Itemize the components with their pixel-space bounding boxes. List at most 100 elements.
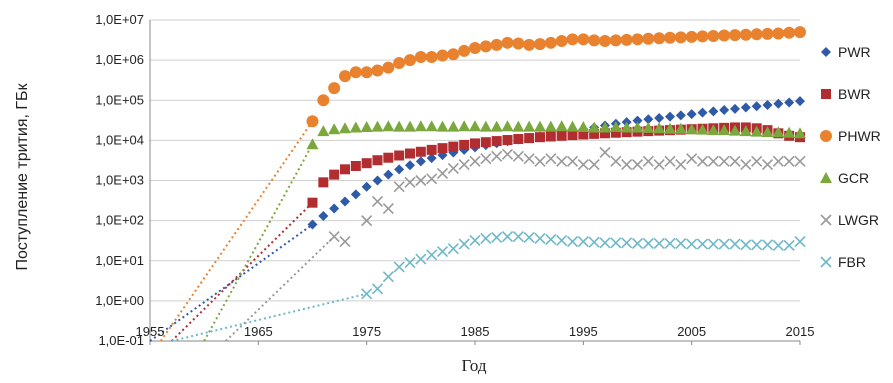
x-tick-label: 1995 (569, 324, 598, 339)
lwgr-point (458, 158, 470, 171)
bwr-point (578, 129, 589, 140)
fbr-point (642, 237, 654, 250)
bwr-point (589, 128, 600, 139)
phwr-point (490, 38, 503, 51)
bwr-legend-label: BWR (838, 86, 871, 102)
fbr-point (361, 288, 373, 300)
bwr-point (340, 164, 350, 175)
gcr-point (653, 122, 666, 134)
gcr-point (339, 122, 351, 134)
phwr-legend-label: PHWR (838, 128, 881, 144)
lwgr-point (426, 173, 438, 185)
fbr-point (458, 238, 470, 250)
lwgr-point (696, 155, 709, 167)
gcr-point (685, 123, 698, 135)
phwr-point (620, 33, 633, 46)
x-tick-label: 1975 (352, 324, 381, 339)
phwr-point (404, 54, 416, 67)
lwgr-point (371, 195, 384, 208)
lwgr-point (675, 158, 687, 171)
lwgr-point (718, 155, 730, 167)
bwr-point (329, 169, 340, 180)
phwr-point (501, 36, 514, 49)
gcr-point (772, 126, 785, 138)
trend-lines (149, 120, 367, 342)
bwr-point (307, 197, 318, 208)
phwr-point (458, 44, 471, 57)
fbr-point (436, 245, 449, 258)
phwr-point (371, 64, 384, 77)
phwr-point (783, 26, 796, 39)
gcr-point (642, 121, 655, 133)
lwgr-point (761, 158, 774, 171)
lwgr-point (686, 153, 698, 165)
lwgr-point (610, 155, 622, 167)
fbr-point (772, 239, 784, 252)
pwr-point (350, 189, 361, 200)
gcr-point (360, 121, 373, 133)
gcr-point (425, 120, 438, 132)
bwr-point (415, 146, 426, 157)
pwr-point (340, 196, 350, 207)
fbr-point (512, 231, 524, 243)
fbr-point (740, 239, 752, 251)
fbr-point (653, 237, 665, 250)
pwr-point (405, 160, 415, 171)
phwr-point (761, 27, 774, 40)
pwr-point (719, 105, 730, 116)
lwgr-point (783, 155, 795, 167)
pwr-point (773, 98, 784, 109)
y-tick-label: 1,0E+05 (95, 92, 144, 107)
bwr-trend-line (170, 201, 314, 342)
phwr-point (523, 38, 536, 51)
pwr-point (784, 97, 795, 108)
phwr-point (382, 61, 395, 74)
pwr-point (730, 103, 740, 114)
bwr-point (502, 135, 513, 146)
phwr-point (772, 27, 785, 40)
y-tick-label: 1,0E+01 (95, 253, 144, 268)
bwr-point (470, 138, 480, 149)
fbr-point (491, 231, 503, 244)
pwr-point (307, 219, 318, 230)
pwr-point (675, 110, 686, 121)
y-tick-label: 1,0E+04 (95, 132, 144, 147)
gcr-point (328, 123, 341, 135)
gcr-point (534, 120, 546, 132)
bwr-point (491, 136, 502, 147)
bwr-point (383, 152, 394, 163)
phwr-point (360, 66, 373, 79)
bwr-point (448, 141, 459, 152)
lwgr-legend-marker (820, 214, 832, 226)
gcr-point (458, 120, 471, 132)
x-tick-label: 1965 (244, 324, 273, 339)
lwgr-point (501, 148, 514, 160)
lwgr-point (361, 215, 373, 227)
lwgr-point (404, 176, 416, 188)
lwgr-point (577, 158, 589, 171)
fbr-legend-marker (820, 256, 832, 268)
bwr-point (437, 143, 448, 154)
lwgr-point (491, 150, 503, 162)
lwgr-point (393, 181, 405, 193)
fbr-point (382, 271, 394, 283)
gcr-point (783, 126, 796, 138)
phwr-point (750, 28, 763, 41)
bwr-point (318, 177, 329, 188)
bwr-point (567, 130, 578, 141)
pwr-point (632, 115, 643, 126)
pwr-point (361, 181, 372, 192)
lwgr-point (653, 158, 665, 171)
gcr-point (479, 120, 492, 132)
gcr-point (729, 124, 741, 136)
gcr-point (371, 120, 384, 132)
phwr-point (664, 31, 676, 44)
phwr-point (566, 33, 579, 46)
bwr-point (480, 137, 491, 148)
fbr-point (415, 253, 427, 265)
fbr-point (545, 233, 557, 245)
lwgr-point (664, 155, 676, 167)
lwgr-point (469, 155, 481, 167)
lwgr-point (751, 155, 763, 167)
pwr-legend-marker (821, 47, 831, 57)
